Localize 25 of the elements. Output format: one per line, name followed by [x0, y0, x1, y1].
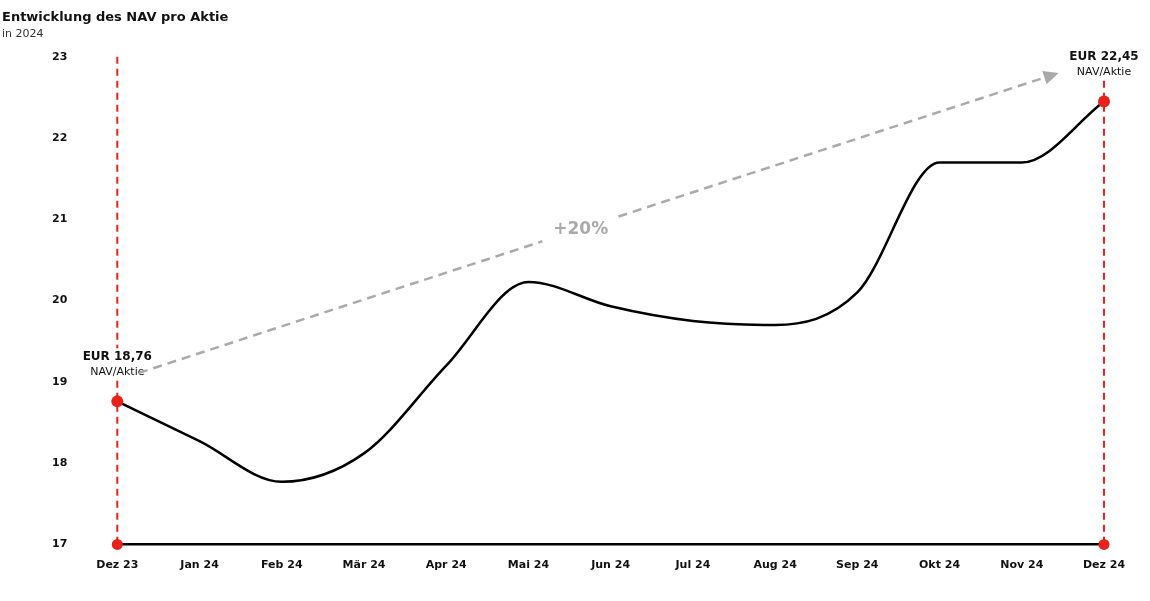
y-tick-label: 17 — [52, 537, 68, 551]
x-tick-label: Dez 23 — [96, 557, 139, 571]
x-tick-label: Feb 24 — [260, 557, 303, 571]
annotation: +20% — [553, 217, 609, 238]
x-tick-label: Jan 24 — [179, 557, 220, 571]
x-tick-label: Sep 24 — [836, 557, 879, 571]
x-tick-label: Jul 24 — [674, 557, 711, 571]
x-tick-label: Dez 24 — [1082, 557, 1126, 571]
x-tick-label: Jun 24 — [590, 557, 631, 571]
x-tick-label: Nov 24 — [1000, 557, 1044, 571]
x-tick-label: Aug 24 — [753, 557, 798, 571]
x-tick-label: Mai 24 — [507, 557, 550, 571]
y-tick-label: 23 — [52, 49, 68, 63]
annotation: EUR 22,45 NAV/Aktie — [1069, 49, 1139, 79]
x-tick-label: Okt 24 — [919, 557, 961, 571]
y-tick-label: 18 — [52, 455, 68, 469]
annotation: EUR 18,76 NAV/Aktie — [82, 349, 152, 379]
y-tick-label: 22 — [52, 130, 68, 144]
x-tick-label: Apr 24 — [425, 557, 468, 571]
y-tick-label: 19 — [52, 374, 68, 388]
chart-title: Entwicklung des NAV pro Aktie — [2, 9, 229, 25]
text: in 2024 — [2, 27, 44, 41]
y-tick-label: 21 — [52, 212, 68, 226]
y-tick-label: 20 — [52, 293, 68, 307]
x-tick-label: Mär 24 — [342, 557, 386, 571]
